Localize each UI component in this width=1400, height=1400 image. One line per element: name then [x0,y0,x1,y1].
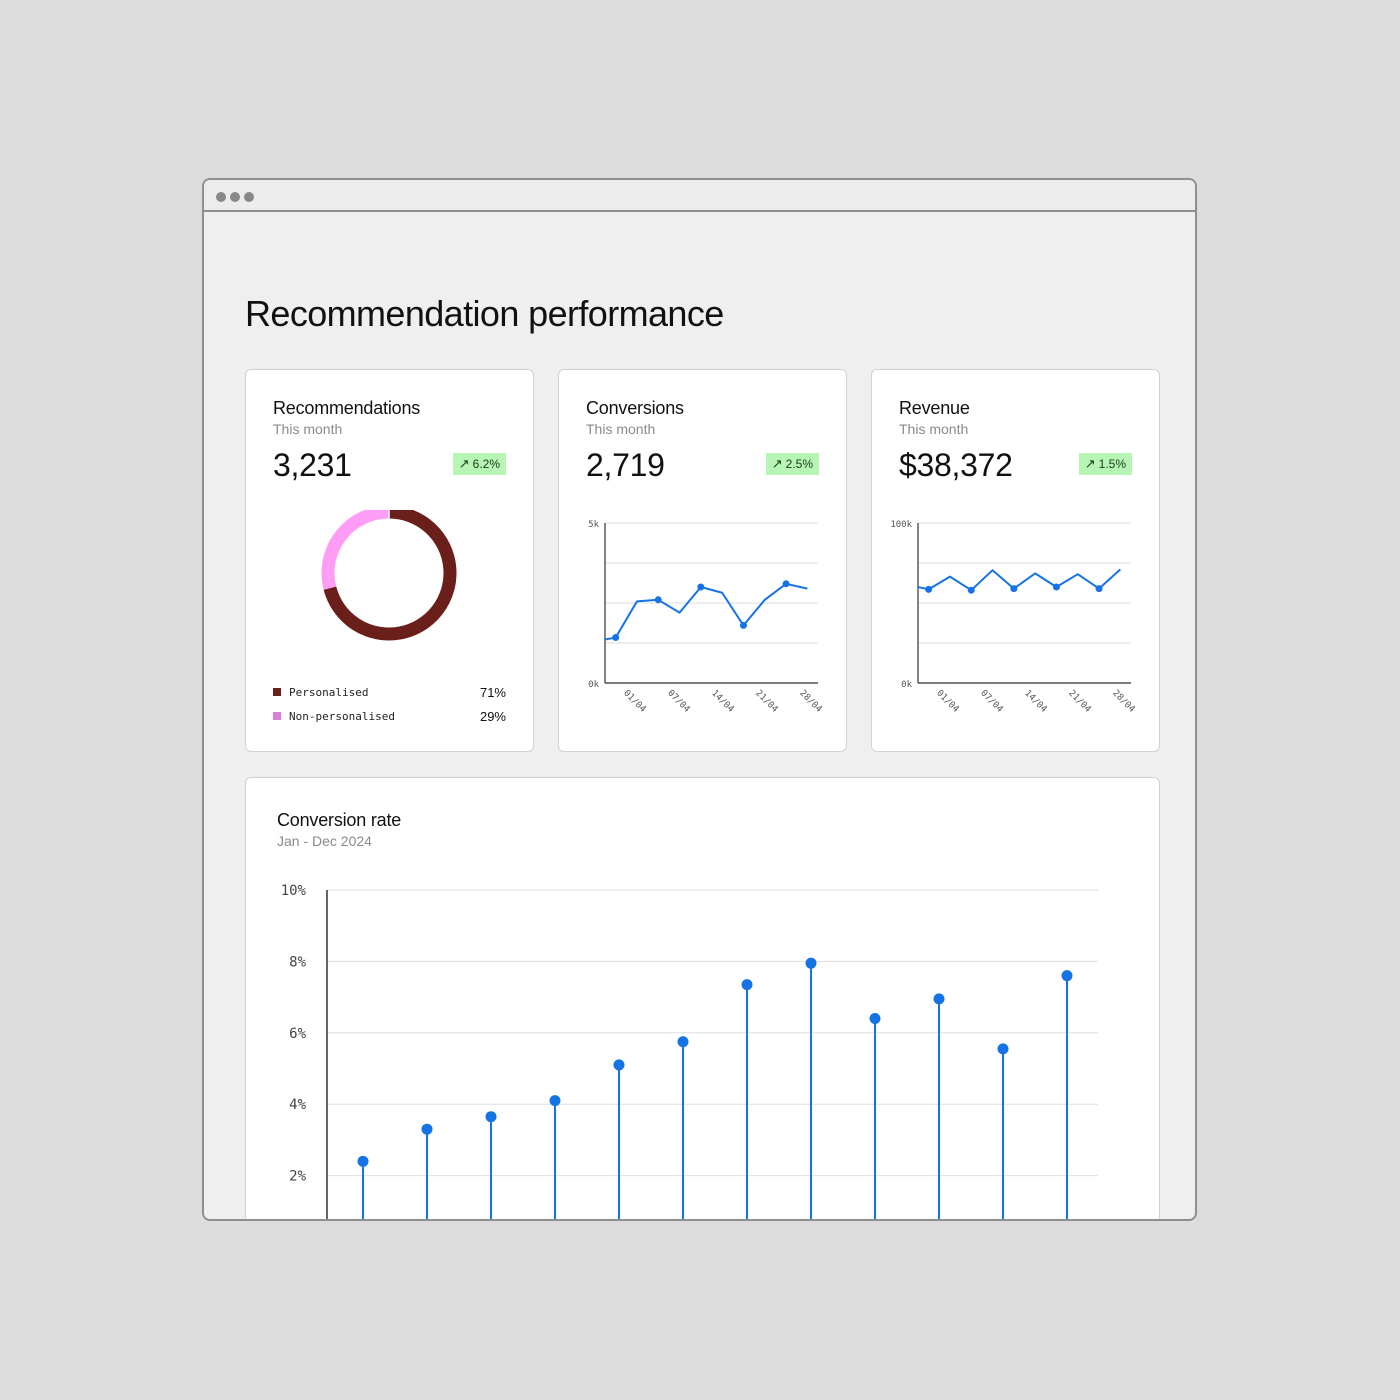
change-badge: ↗ 1.5% [1078,453,1132,475]
y-tick-label: 6% [289,1026,306,1042]
card-subtitle: This month [273,421,343,437]
donut-slice-personalised [323,510,457,641]
window-titlebar [204,180,1195,212]
x-tick-label: 07/04 [978,688,1004,714]
legend-value: 71% [479,684,506,700]
lollipop-point [485,1111,497,1123]
lollipop-point [869,1013,881,1025]
data-point [739,621,747,629]
lollipop-point [677,1036,689,1048]
x-tick-label: 01/04 [934,688,960,714]
y-tick-label: 8% [289,954,306,970]
data-point [612,634,620,642]
lollipop-point [357,1155,369,1167]
card-title: Conversion rate [277,810,402,830]
card-subtitle: This month [586,421,656,437]
y-tick-label: 0k [901,680,912,690]
conversion-rate-card: Conversion rate Jan - Dec 2024 10% 8% 6% 4%… [245,777,1160,1219]
donut-slice-non-personalised [321,510,390,590]
y-tick-label: 2% [289,1169,306,1185]
card-title: Revenue [899,398,970,418]
revenue-line-chart: 100k 0k 01/04 07/04 14/04 21/04 28/04 [890,520,1136,715]
data-point [1095,585,1103,593]
donut-chart [321,510,457,641]
x-tick-label: 21/04 [753,688,779,714]
lollipop-point [1061,970,1073,982]
lollipop-point [997,1043,1009,1055]
window-control-dot[interactable] [230,192,240,202]
conversions-card: Conversions This month 2,719 ↗ 2.5% 5k 0k… [558,369,847,752]
data-point [782,580,790,588]
data-point [654,596,662,604]
x-tick-label: 14/04 [709,688,735,714]
card-value: 3,231 [273,447,352,483]
x-tick-label: 14/04 [1022,688,1048,714]
legend-label: Non-personalised [289,709,395,723]
card-value: 2,719 [586,447,665,483]
data-point [1052,583,1060,591]
data-point [697,583,705,591]
x-tick-label: 21/04 [1066,688,1092,714]
change-value: 1.5% [1098,457,1126,471]
card-value: $38,372 [899,447,1013,483]
lollipop-point [613,1059,625,1071]
legend-label: Personalised [289,685,369,699]
lollipop-point [421,1123,433,1135]
revenue-card: Revenue This month $38,372 ↗ 1.5% 100k 0k… [871,369,1160,752]
card-title: Recommendations [273,398,421,418]
legend-swatch [273,688,281,696]
y-tick-label: 4% [289,1097,306,1113]
page-title: Recommendation performance [245,293,724,334]
lollipop-point [741,979,753,991]
arrow-up-right-icon: ↗ [458,456,470,471]
change-badge: ↗ 2.5% [765,453,819,475]
legend-item-non-personalised: Non-personalised 29% [273,707,506,725]
y-tick-label: 5k [588,520,599,530]
arrow-up-right-icon: ↗ [771,456,783,471]
arrow-up-right-icon: ↗ [1084,456,1096,471]
recommendations-card: Recommendations This month 3,231 ↗ 6.2% … [245,369,534,752]
x-tick-label: 28/04 [1110,688,1136,714]
y-tick-label: 100k [890,520,912,530]
legend-value: 29% [479,708,506,724]
window-control-dot[interactable] [244,192,254,202]
conversions-line-chart: 5k 0k 01/04 07/04 14/04 21/04 28/04 [588,520,823,715]
conversion-rate-chart: 10% 8% 6% 4% 2% [281,883,1098,1219]
card-subtitle: Jan - Dec 2024 [277,833,372,849]
lollipop-point [549,1095,561,1107]
legend-swatch [273,712,281,720]
series-line [605,582,808,641]
card-title: Conversions [586,398,684,418]
lollipop-point [933,993,945,1005]
lollipop-point [805,957,817,969]
change-badge: ↗ 6.2% [452,453,506,475]
y-tick-label: 0k [588,680,599,690]
card-subtitle: This month [899,421,969,437]
y-tick-label: 10% [281,883,307,899]
x-tick-label: 28/04 [797,688,823,714]
change-value: 6.2% [472,457,500,471]
data-point [967,586,975,594]
change-value: 2.5% [785,457,813,471]
legend-item-personalised: Personalised 71% [273,683,506,701]
x-tick-label: 01/04 [621,688,647,714]
x-tick-label: 07/04 [665,688,691,714]
data-point [925,585,933,593]
browser-window: Recommendation performance Recommendatio… [202,178,1197,1221]
window-control-dot[interactable] [216,192,226,202]
data-point [1010,585,1018,593]
